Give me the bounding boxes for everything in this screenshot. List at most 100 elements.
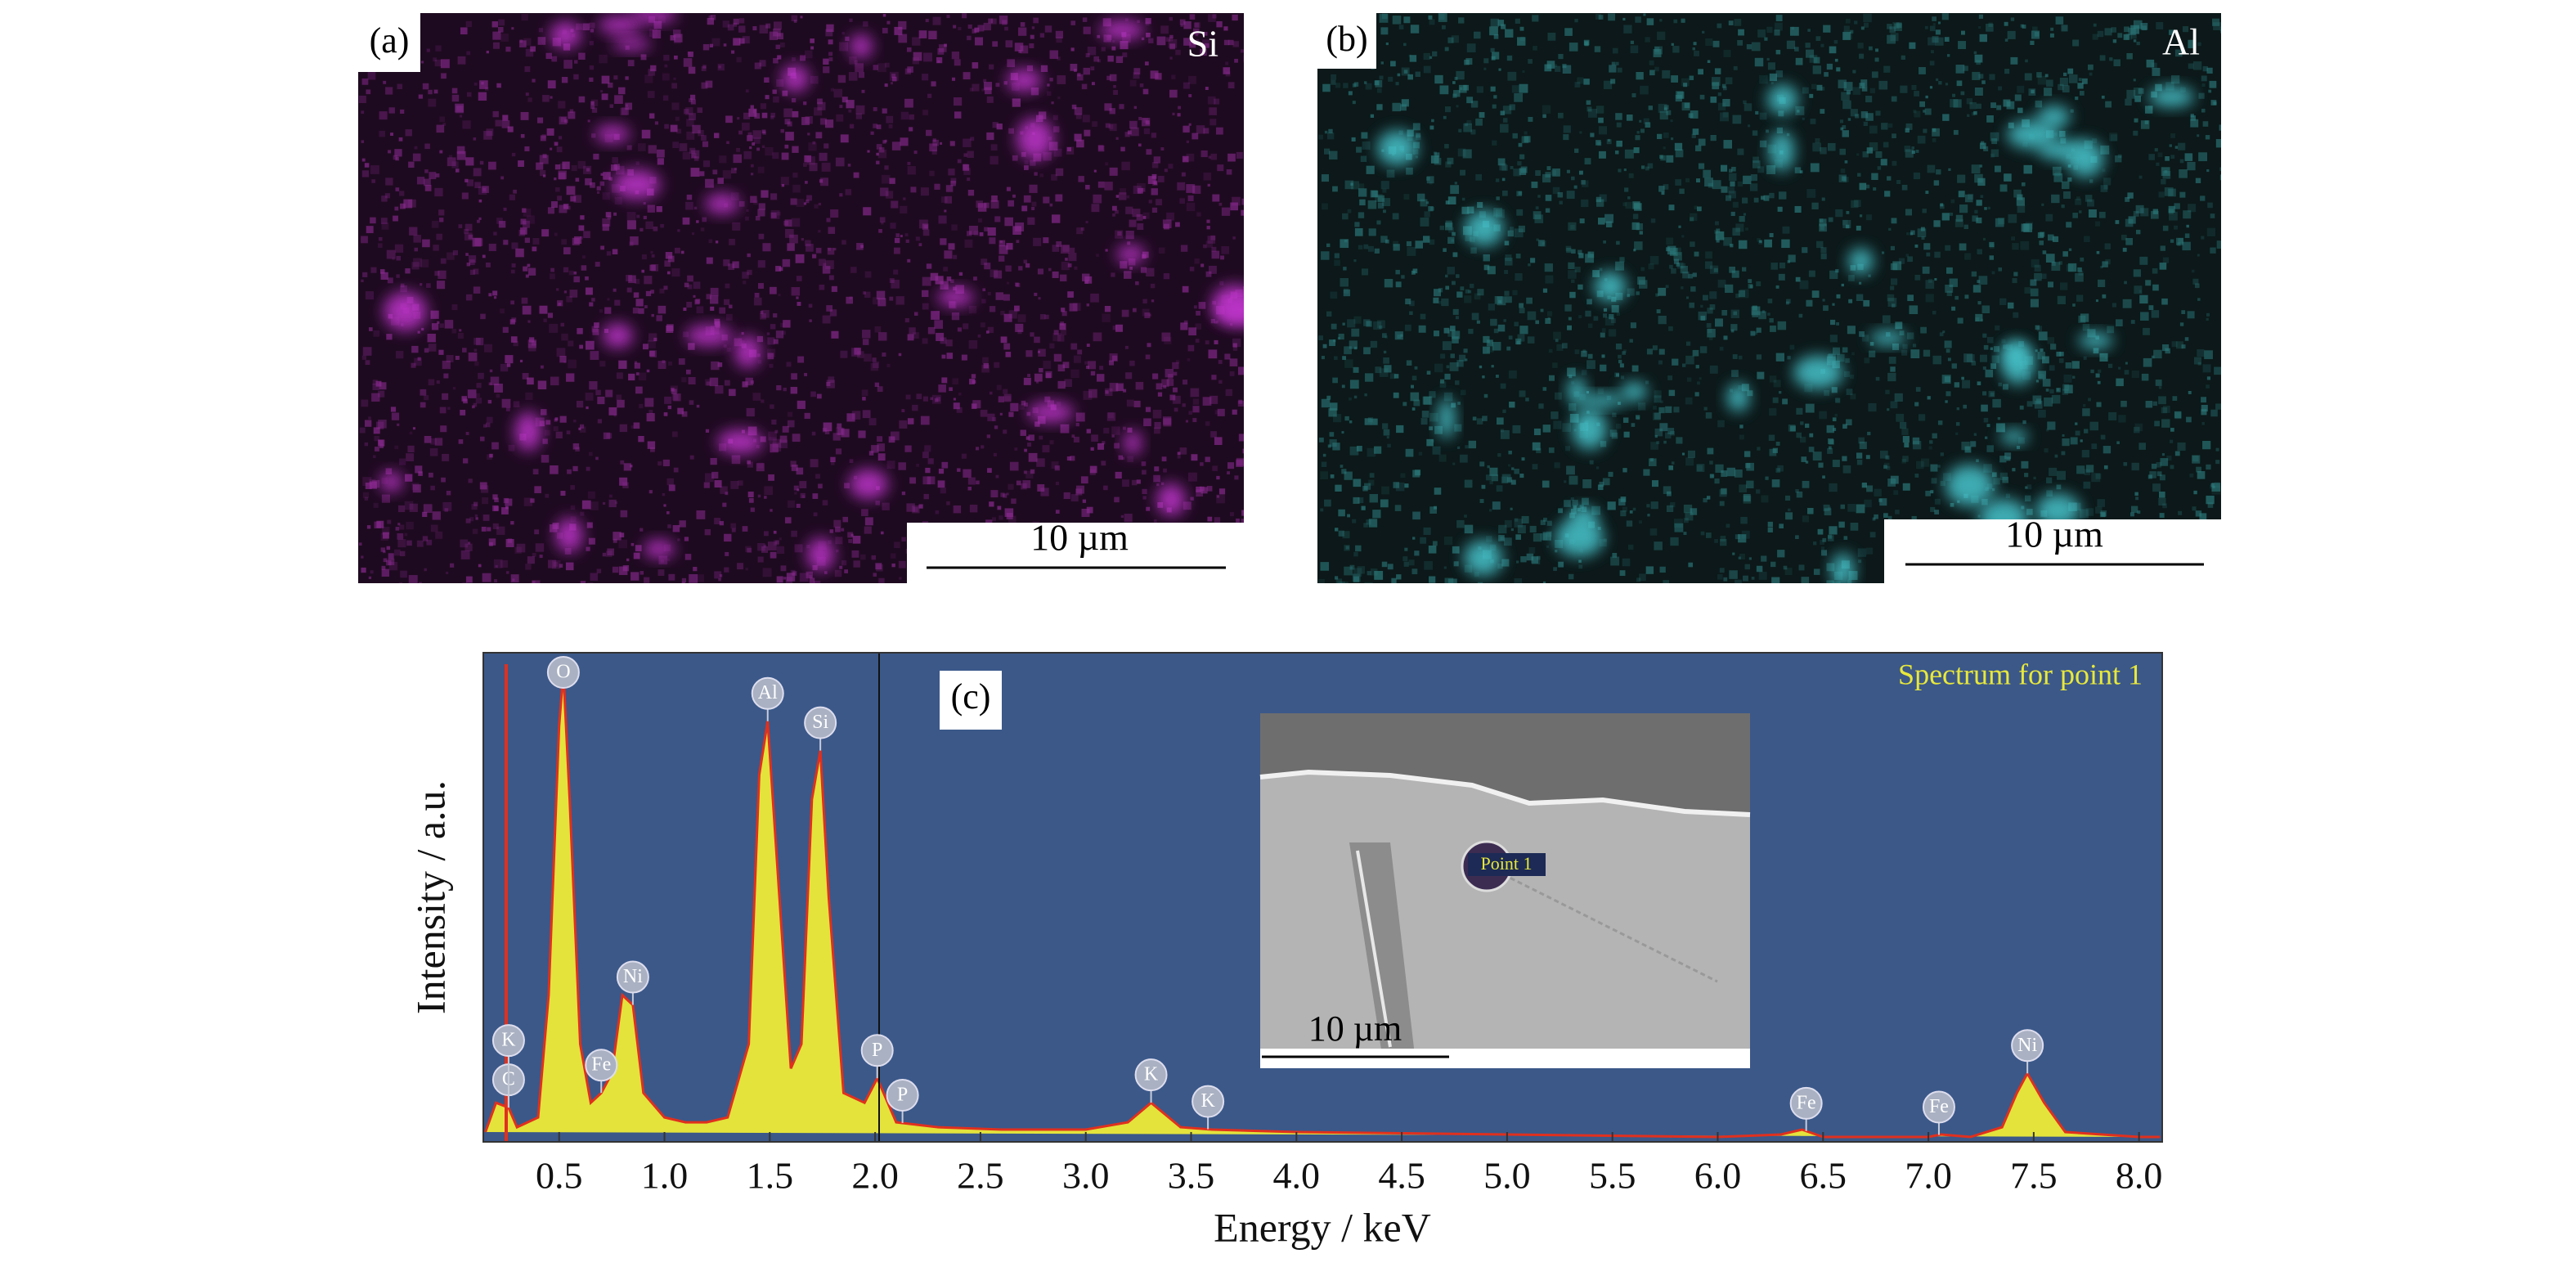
speck — [1241, 198, 1244, 205]
speck — [785, 132, 794, 141]
speck — [1073, 355, 1081, 363]
speck — [968, 305, 977, 314]
speck — [2077, 83, 2084, 89]
speck — [858, 71, 865, 79]
speck — [1828, 506, 1832, 510]
speck — [1901, 349, 1908, 356]
speck — [1516, 209, 1524, 216]
speck — [1983, 344, 1989, 350]
speck — [923, 493, 929, 500]
speck — [1175, 360, 1180, 364]
speck — [1834, 58, 1838, 62]
speck — [1340, 582, 1349, 583]
speck — [1769, 407, 1777, 416]
speck — [805, 240, 811, 247]
speck — [1048, 142, 1058, 151]
speck — [1948, 168, 1951, 171]
speck — [1064, 379, 1072, 388]
speck — [1439, 225, 1445, 231]
speck — [585, 340, 595, 350]
speck — [2062, 85, 2070, 93]
speck — [557, 195, 563, 201]
speck — [702, 43, 710, 51]
speck — [1226, 168, 1232, 175]
speck — [1828, 353, 1833, 358]
speck — [1923, 110, 1926, 113]
speck — [1109, 108, 1115, 115]
speck — [607, 215, 612, 220]
speck — [1085, 184, 1090, 190]
speck — [1161, 456, 1167, 462]
speck — [889, 278, 895, 284]
speck — [518, 160, 524, 167]
speck — [967, 24, 972, 29]
speck — [1802, 515, 1810, 523]
speck — [446, 355, 454, 362]
speck — [805, 181, 808, 184]
speck — [1512, 425, 1521, 434]
speck — [1587, 108, 1597, 118]
speck — [826, 380, 835, 389]
speck — [1152, 180, 1158, 186]
speck — [1891, 218, 1897, 224]
speck — [773, 28, 781, 37]
speck — [1232, 196, 1241, 206]
speck — [2047, 421, 2056, 430]
speck — [1698, 138, 1706, 146]
speck — [1358, 497, 1364, 504]
speck — [2099, 511, 2106, 518]
speck — [1052, 214, 1061, 223]
speck — [618, 360, 627, 369]
speck — [1717, 573, 1723, 580]
speck — [976, 447, 980, 451]
speck — [1097, 59, 1101, 63]
speck — [1242, 448, 1244, 454]
speck — [388, 150, 392, 154]
speck — [1229, 512, 1234, 517]
speck — [1835, 398, 1841, 403]
speck — [590, 133, 596, 138]
speck — [559, 564, 563, 568]
speck — [1951, 363, 1957, 369]
speck — [1923, 128, 1928, 133]
speck — [1820, 109, 1825, 115]
speck — [1772, 447, 1778, 453]
speck — [1020, 45, 1029, 54]
speck — [1416, 133, 1421, 138]
speck — [1177, 113, 1181, 117]
speck — [822, 500, 828, 505]
speck — [762, 243, 771, 252]
speck — [1977, 280, 1981, 283]
speck — [1899, 330, 1905, 336]
speck — [773, 21, 782, 30]
speck — [1458, 17, 1465, 24]
speck — [1511, 467, 1515, 470]
speck — [1353, 496, 1360, 504]
speck — [898, 20, 907, 30]
speck — [482, 186, 489, 193]
speck — [599, 361, 606, 367]
speck — [922, 290, 929, 298]
speck — [1574, 18, 1578, 23]
speck — [1638, 402, 1646, 411]
speck — [961, 354, 967, 361]
speck — [1152, 373, 1159, 380]
speck — [1636, 71, 1644, 80]
speck — [532, 79, 536, 83]
speck — [587, 582, 594, 583]
speck — [2156, 162, 2160, 166]
speck — [1885, 389, 1890, 394]
speck — [1939, 332, 1944, 337]
speck — [1668, 204, 1675, 211]
speck — [707, 17, 715, 25]
speck — [486, 51, 489, 54]
speck — [1507, 71, 1517, 81]
speck — [2031, 89, 2035, 94]
speck — [1111, 46, 1116, 51]
speck — [1007, 59, 1016, 68]
speck — [776, 546, 785, 554]
speck — [1379, 325, 1383, 330]
speck — [1363, 523, 1368, 528]
speck — [1243, 519, 1244, 524]
speck — [1151, 133, 1157, 138]
